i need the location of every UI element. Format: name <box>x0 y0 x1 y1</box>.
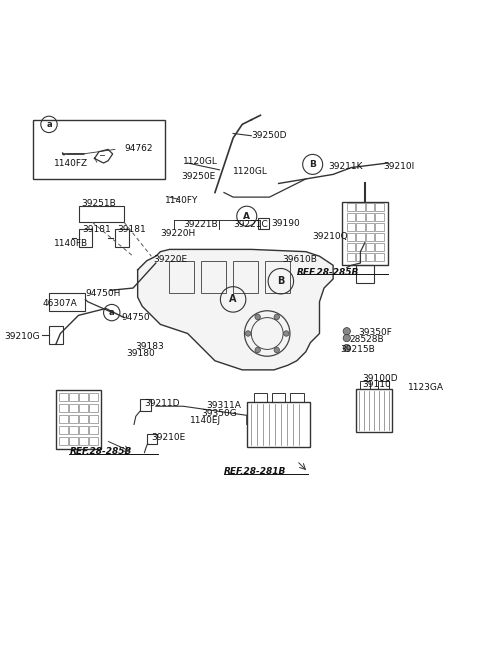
Text: 39215B: 39215B <box>340 346 375 354</box>
Text: 1140EJ: 1140EJ <box>190 416 221 426</box>
Circle shape <box>274 314 279 319</box>
Text: 94750H: 94750H <box>85 289 121 298</box>
Text: a: a <box>109 308 115 317</box>
Text: a: a <box>46 120 52 129</box>
Text: 39211K: 39211K <box>329 161 363 171</box>
Circle shape <box>284 331 289 336</box>
Polygon shape <box>138 249 333 370</box>
Text: 28528B: 28528B <box>349 335 384 344</box>
Text: 39210G: 39210G <box>4 332 40 342</box>
Text: 39350G: 39350G <box>201 409 237 418</box>
Text: 39250D: 39250D <box>252 131 287 140</box>
Text: 1123GA: 1123GA <box>408 383 444 392</box>
Text: B: B <box>309 160 316 169</box>
Text: 39110: 39110 <box>363 380 391 390</box>
Circle shape <box>274 348 279 353</box>
Text: 39180: 39180 <box>126 350 155 358</box>
Text: 39350F: 39350F <box>358 328 392 337</box>
Text: 39181: 39181 <box>117 225 146 234</box>
Text: 94762: 94762 <box>124 143 153 153</box>
Text: 39221C: 39221C <box>233 220 268 229</box>
Text: 1140FZ: 1140FZ <box>54 159 88 167</box>
Text: REF.28-281B: REF.28-281B <box>224 467 287 476</box>
Text: 94750: 94750 <box>122 313 150 322</box>
Circle shape <box>255 348 260 353</box>
Text: 39220H: 39220H <box>160 229 196 238</box>
Text: A: A <box>243 211 250 221</box>
Circle shape <box>245 331 251 336</box>
Text: 39311A: 39311A <box>206 401 240 410</box>
Text: 1120GL: 1120GL <box>183 157 218 166</box>
Text: 39183: 39183 <box>135 342 164 351</box>
Circle shape <box>343 334 350 342</box>
Text: 39100D: 39100D <box>363 374 398 383</box>
Text: B: B <box>277 276 285 286</box>
Text: 39221B: 39221B <box>183 220 218 229</box>
Circle shape <box>343 327 350 335</box>
Text: REF.28-285B: REF.28-285B <box>70 447 132 456</box>
Text: A: A <box>229 294 237 304</box>
Text: 39250E: 39250E <box>181 171 215 181</box>
Text: 39210Q: 39210Q <box>312 231 348 241</box>
Circle shape <box>255 314 260 319</box>
Text: 39210I: 39210I <box>383 161 414 171</box>
Text: 39251B: 39251B <box>82 199 116 209</box>
Circle shape <box>343 344 350 352</box>
Text: 39190: 39190 <box>272 219 300 227</box>
Text: 39610B: 39610B <box>282 255 317 264</box>
Text: 46307A: 46307A <box>42 299 77 308</box>
Text: 1120GL: 1120GL <box>233 167 268 175</box>
Text: 39220E: 39220E <box>154 255 188 264</box>
Text: 39210E: 39210E <box>151 433 186 442</box>
Text: REF.28-285B: REF.28-285B <box>297 267 359 277</box>
Text: 39181: 39181 <box>82 225 111 234</box>
Text: 1140FY: 1140FY <box>165 196 198 205</box>
Text: 1140FB: 1140FB <box>54 239 88 247</box>
Text: 39211D: 39211D <box>144 400 180 408</box>
